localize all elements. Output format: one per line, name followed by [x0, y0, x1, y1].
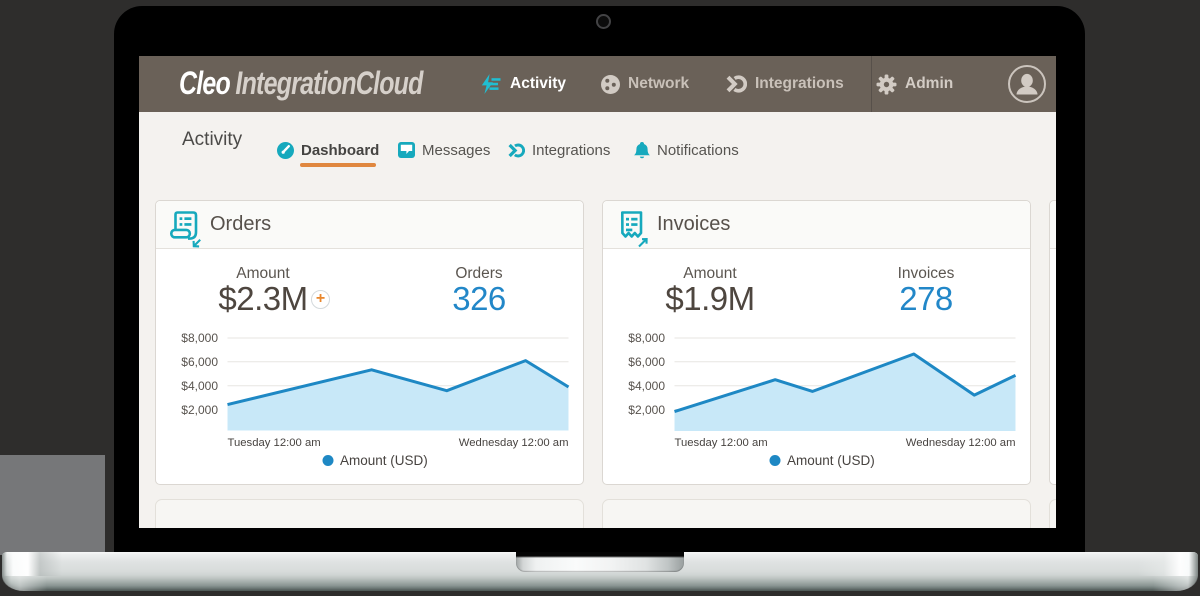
svg-text:Amount (USD): Amount (USD): [340, 453, 428, 468]
svg-text:$6,000: $6,000: [181, 355, 218, 369]
svg-text:$2,000: $2,000: [181, 403, 218, 417]
svg-text:Tuesday 12:00 am: Tuesday 12:00 am: [228, 437, 321, 449]
svg-text:$8,000: $8,000: [181, 331, 218, 345]
svg-text:$8,000: $8,000: [628, 331, 665, 345]
svg-text:$6,000: $6,000: [628, 355, 665, 369]
svg-text:Amount (USD): Amount (USD): [787, 453, 875, 468]
svg-text:$4,000: $4,000: [628, 379, 665, 393]
svg-text:Wednesday 12:00 am: Wednesday 12:00 am: [459, 437, 569, 449]
svg-text:$2,000: $2,000: [628, 403, 665, 417]
svg-text:$4,000: $4,000: [181, 379, 218, 393]
svg-text:Wednesday 12:00 am: Wednesday 12:00 am: [906, 437, 1016, 449]
svg-text:Tuesday 12:00 am: Tuesday 12:00 am: [675, 437, 768, 449]
